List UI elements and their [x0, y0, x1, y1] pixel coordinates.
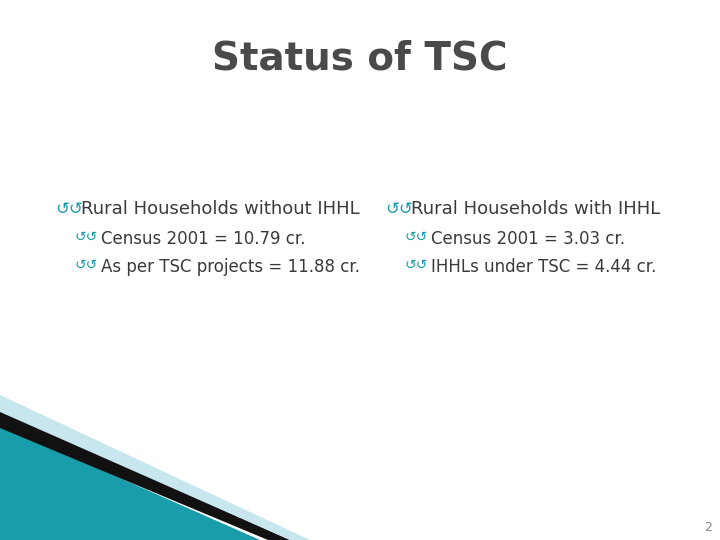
Text: ↺↺: ↺↺ — [55, 200, 83, 218]
Text: ↺↺: ↺↺ — [385, 200, 413, 218]
Text: Census 2001 = 10.79 cr.: Census 2001 = 10.79 cr. — [101, 230, 305, 248]
Text: As per TSC projects = 11.88 cr.: As per TSC projects = 11.88 cr. — [101, 258, 360, 276]
Polygon shape — [0, 395, 310, 540]
Text: ↺↺: ↺↺ — [405, 230, 428, 244]
Text: Rural Households without IHHL: Rural Households without IHHL — [81, 200, 359, 218]
Text: IHHLs under TSC = 4.44 cr.: IHHLs under TSC = 4.44 cr. — [431, 258, 657, 276]
Text: 2: 2 — [704, 521, 712, 534]
Polygon shape — [0, 425, 260, 540]
Text: Census 2001 = 3.03 cr.: Census 2001 = 3.03 cr. — [431, 230, 625, 248]
Text: ↺↺: ↺↺ — [75, 258, 98, 272]
Text: ↺↺: ↺↺ — [405, 258, 428, 272]
Text: ↺↺: ↺↺ — [75, 230, 98, 244]
Polygon shape — [0, 410, 290, 540]
Text: Rural Households with IHHL: Rural Households with IHHL — [411, 200, 660, 218]
Text: Status of TSC: Status of TSC — [212, 40, 508, 78]
